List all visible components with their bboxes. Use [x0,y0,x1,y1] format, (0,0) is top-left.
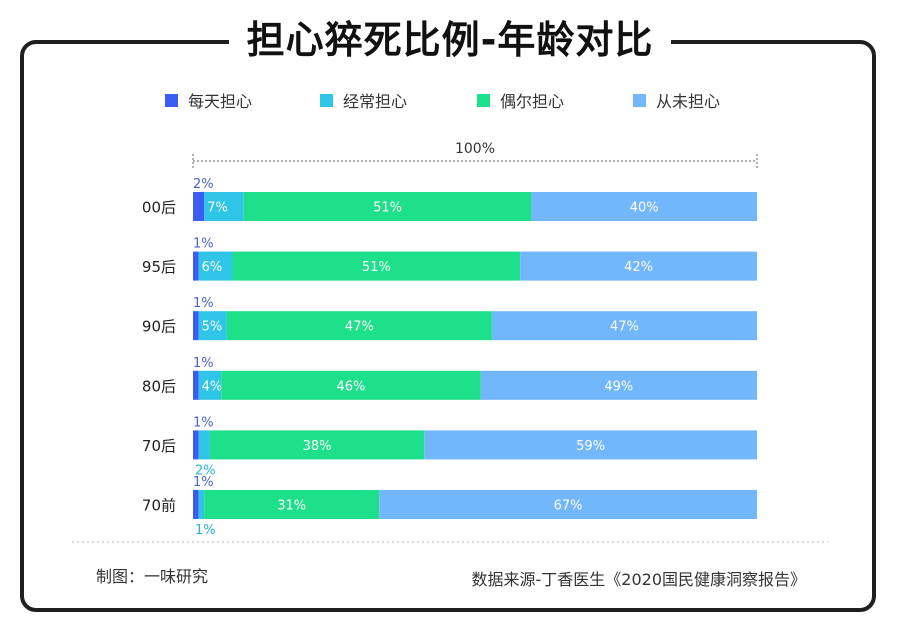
legend-swatch-daily [165,93,178,107]
category-label-2: 90后 [142,318,176,336]
value-label-daily-3: 1% [193,356,214,371]
legend-item-daily: 每天担心 [165,88,252,112]
bar-daily-5 [193,490,199,519]
bar-never-5 [379,490,757,519]
category-label-5: 70前 [142,497,176,515]
legend: 每天担心 经常担心 偶尔担心 从未担心 [165,88,810,112]
value-label-daily-1: 1% [193,237,214,252]
footer-source: 数据来源-丁香医生《2020国民健康洞察报告》 [471,570,807,589]
bar-never-1 [520,251,757,281]
value-label-sometimes-5: 31% [277,499,306,514]
bar-never-0 [531,192,757,221]
bar-daily-1 [193,251,199,281]
legend-label-often: 经常担心 [343,92,408,111]
bar-often-0 [204,192,244,221]
bar-never-4 [424,430,757,460]
value-label-daily-0: 2% [193,177,214,192]
bar-sometimes-1 [232,251,521,281]
title-wrap: 担心猝死比例-年龄对比 [0,12,900,68]
legend-swatch-sometimes [477,93,490,107]
bar-daily-3 [193,370,199,400]
bar-daily-4 [193,430,199,460]
bar-often-2 [198,311,227,341]
category-label-1: 95后 [142,258,176,276]
bar-sometimes-4 [209,430,425,460]
legend-item-often: 经常担心 [320,88,407,112]
total-label: 100% [455,141,495,157]
value-label-often-5: 1% [195,523,216,538]
legend-label-sometimes: 偶尔担心 [500,92,565,111]
bar-never-3 [480,370,757,400]
bar-often-1 [198,251,233,281]
legend-label-daily: 每天担心 [188,92,253,111]
value-label-sometimes-0: 51% [373,201,402,216]
value-label-never-4: 59% [576,439,605,454]
bar-sometimes-5 [204,490,380,519]
category-label-3: 80后 [142,377,176,395]
legend-label-never: 从未担心 [656,92,721,111]
legend-swatch-often [320,93,333,107]
bar-daily-0 [193,192,205,221]
legend-swatch-never [633,93,646,107]
value-label-never-3: 49% [604,379,633,394]
value-label-daily-5: 1% [193,475,214,490]
value-label-daily-2: 1% [193,296,214,311]
value-label-never-5: 67% [554,499,583,514]
chart-title: 担心猝死比例-年龄对比 [228,12,672,68]
legend-item-never: 从未担心 [633,88,720,112]
bar-sometimes-0 [243,192,532,221]
bar-never-2 [491,311,757,341]
value-label-never-1: 42% [624,260,653,275]
category-label-4: 70后 [142,437,176,455]
legend-item-sometimes: 偶尔担心 [477,88,564,112]
bar-daily-2 [193,311,199,341]
value-label-often-0: 7% [207,201,228,216]
bar-often-3 [198,370,222,400]
value-label-daily-4: 1% [193,415,214,430]
value-label-sometimes-1: 51% [362,260,391,275]
value-label-never-2: 47% [610,320,639,335]
value-label-often-2: 5% [202,320,223,335]
value-label-sometimes-3: 46% [336,379,365,394]
bar-sometimes-2 [226,311,492,341]
footer-credit: 制图：一味研究 [96,567,209,586]
bar-often-4 [198,430,210,460]
value-label-never-0: 40% [630,201,659,216]
value-label-sometimes-4: 38% [303,439,332,454]
value-label-sometimes-2: 47% [345,320,374,335]
bar-often-5 [198,490,205,519]
bar-sometimes-3 [221,370,481,400]
category-label-0: 00后 [142,199,176,217]
value-label-often-1: 6% [202,260,223,275]
value-label-often-4: 2% [195,463,216,478]
value-label-often-3: 4% [202,379,223,394]
